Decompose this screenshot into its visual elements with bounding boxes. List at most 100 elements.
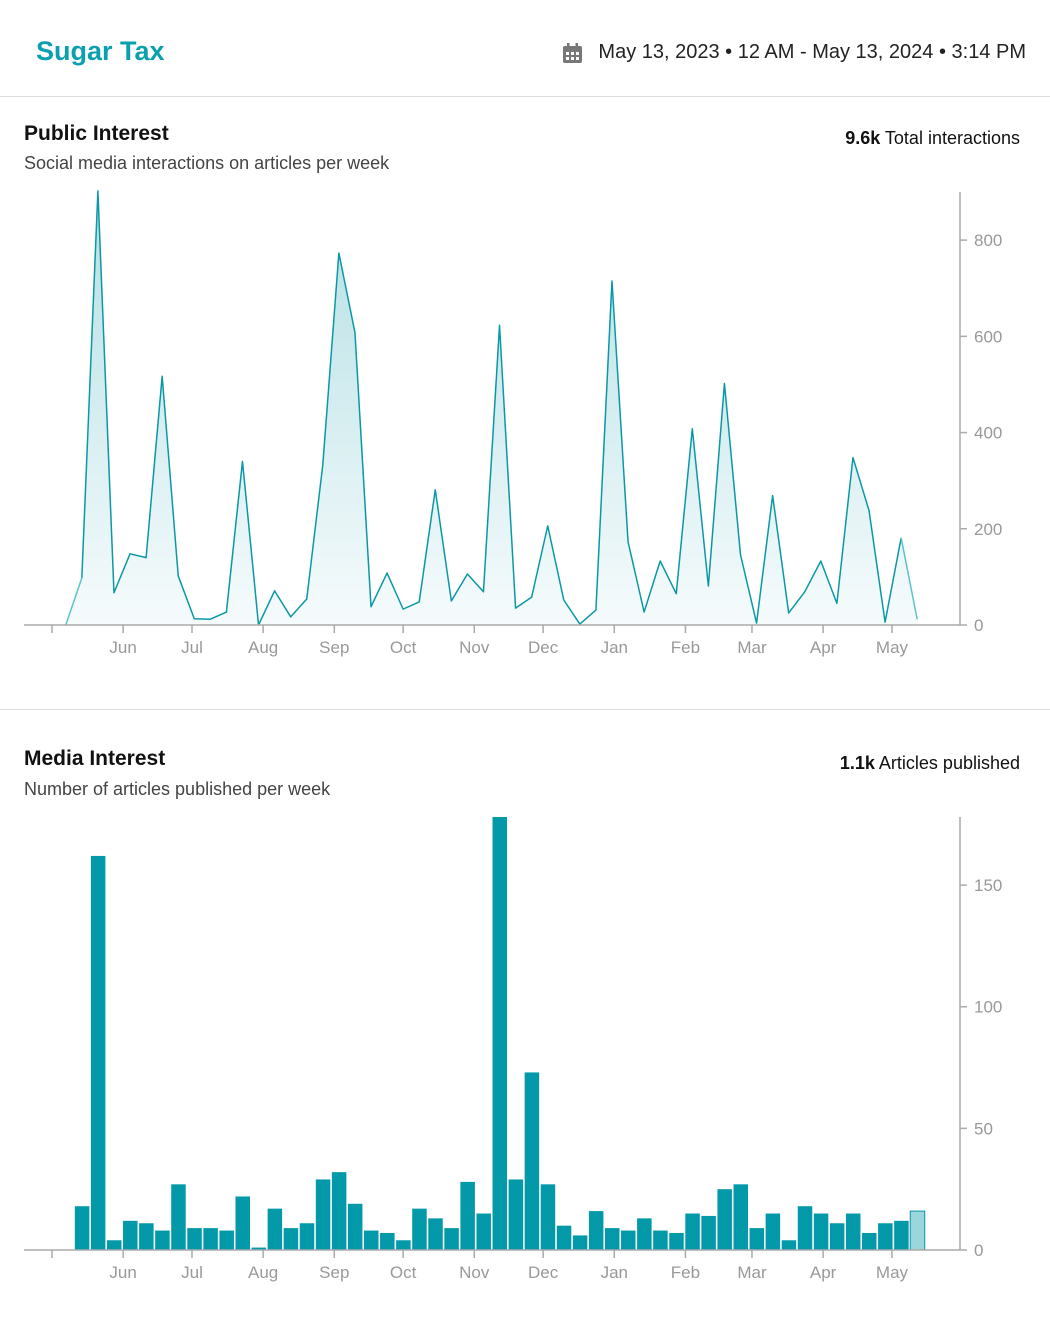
media-interest-chart: 0 50 100 150 Jun Jul Aug Sep Oct Nov Dec Jan Feb Mar A…	[24, 817, 1002, 1282]
bar	[347, 1203, 363, 1250]
bar	[909, 1210, 926, 1251]
y-tick-label: 400	[974, 424, 1002, 443]
date-range-picker[interactable]: May 13, 2023 • 12 AM - May 13, 2024 • 3:…	[563, 41, 1026, 64]
total-interactions-value: 9.6k	[845, 128, 881, 148]
bar	[572, 1235, 588, 1250]
public-interest-subtitle: Social media interactions on articles pe…	[24, 153, 390, 173]
bar	[219, 1230, 234, 1250]
divider	[0, 709, 1050, 710]
x-tick-label: Jun	[109, 638, 136, 657]
articles-published: 1.1k Articles published	[840, 753, 1020, 774]
bar	[540, 1184, 556, 1250]
y-tick-label: 800	[974, 231, 1002, 250]
y-tick-label: 600	[974, 327, 1002, 346]
bar	[878, 1223, 893, 1250]
divider	[0, 96, 1050, 97]
bar	[74, 1206, 90, 1250]
bar	[669, 1232, 684, 1250]
total-interactions-label: Total interactions	[884, 128, 1020, 148]
x-tick-label: Feb	[671, 1263, 700, 1282]
bar	[862, 1232, 877, 1250]
bar	[203, 1228, 218, 1250]
x-tick-label: Nov	[459, 638, 490, 657]
articles-published-label: Articles published	[878, 753, 1020, 773]
bar	[733, 1184, 748, 1250]
bar	[123, 1220, 138, 1250]
calendar-icon	[563, 42, 583, 63]
x-tick-label: Nov	[459, 1263, 490, 1282]
bar	[813, 1213, 829, 1250]
bar	[845, 1213, 861, 1250]
x-tick-label: Feb	[671, 638, 700, 657]
partial-segment-start	[65, 577, 83, 626]
x-tick-label: Dec	[528, 1263, 559, 1282]
bar	[412, 1208, 427, 1250]
bar	[139, 1223, 154, 1250]
bar	[829, 1223, 845, 1250]
bar	[781, 1240, 797, 1250]
x-tick-label: Dec	[528, 638, 559, 657]
bar	[90, 855, 106, 1250]
bar	[604, 1228, 620, 1250]
bar	[621, 1230, 636, 1250]
x-tick-label: May	[876, 1263, 909, 1282]
series-line	[81, 190, 902, 626]
x-tick-label: Oct	[390, 1263, 417, 1282]
bar	[749, 1228, 765, 1250]
media-interest-title: Media Interest	[24, 747, 166, 770]
bar	[508, 1179, 524, 1250]
y-tick-label: 150	[974, 876, 1002, 895]
bar	[380, 1232, 395, 1250]
bar	[235, 1196, 250, 1250]
x-tick-label: Jan	[601, 1263, 628, 1282]
bar	[717, 1189, 732, 1250]
bar	[155, 1230, 170, 1250]
bar	[476, 1213, 491, 1250]
x-tick-label: Oct	[390, 638, 417, 657]
x-tick-label: Jul	[181, 638, 203, 657]
bar	[187, 1228, 202, 1250]
bar	[171, 1184, 186, 1250]
area-fill	[65, 191, 918, 625]
x-tick-label: Jun	[109, 1263, 136, 1282]
x-tick-label: Sep	[319, 638, 349, 657]
public-interest-title: Public Interest	[24, 122, 169, 145]
bar	[444, 1228, 459, 1250]
media-interest-subtitle: Number of articles published per week	[24, 779, 331, 799]
bar	[460, 1181, 475, 1250]
bar	[653, 1230, 668, 1250]
bar	[315, 1179, 331, 1250]
bar	[331, 1172, 347, 1250]
bar	[106, 1240, 122, 1250]
x-tick-label: Mar	[737, 1263, 767, 1282]
y-tick-label: 100	[974, 998, 1002, 1017]
bar	[428, 1218, 443, 1250]
public-interest-chart: 0 200 400 600 800 Jun Jul Aug Sep Oct Nov Dec Jan Feb…	[24, 190, 1002, 657]
bar	[299, 1223, 315, 1250]
x-tick-label: Jan	[601, 638, 628, 657]
bar	[364, 1230, 379, 1250]
date-range-text: May 13, 2023 • 12 AM - May 13, 2024 • 3:…	[598, 41, 1026, 63]
bar	[251, 1247, 267, 1250]
bar	[283, 1228, 299, 1250]
bar	[765, 1213, 781, 1250]
y-tick-label: 50	[974, 1119, 993, 1138]
x-tick-label: Jul	[181, 1263, 203, 1282]
x-tick-label: Sep	[319, 1263, 349, 1282]
app-title: Sugar Tax	[36, 36, 165, 66]
bar	[396, 1240, 411, 1250]
articles-published-value: 1.1k	[839, 753, 875, 773]
bar	[588, 1211, 604, 1250]
x-tick-label: Apr	[810, 1263, 837, 1282]
x-tick-label: Aug	[248, 1263, 278, 1282]
bar	[492, 817, 508, 1250]
y-tick-label: 0	[974, 616, 983, 635]
bar	[701, 1215, 716, 1250]
bar	[556, 1225, 572, 1250]
x-tick-label: Mar	[737, 638, 767, 657]
bar	[524, 1072, 540, 1250]
bar	[637, 1218, 652, 1250]
bar	[894, 1220, 909, 1250]
total-interactions: 9.6k Total interactions	[845, 128, 1020, 149]
x-tick-label: May	[876, 638, 909, 657]
